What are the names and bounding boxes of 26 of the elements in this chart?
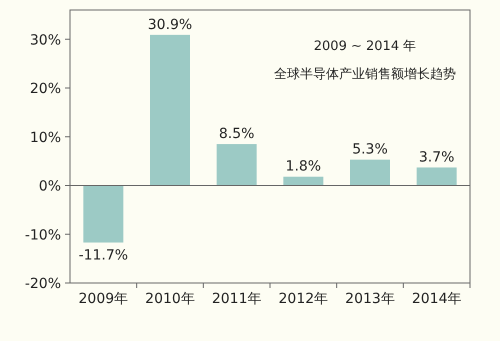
- text: 2009 ~ 2014 年: [314, 39, 416, 54]
- x-tick-label: 2012年: [278, 291, 328, 307]
- x-tick-label: 2011年: [212, 291, 262, 307]
- data-label: 30.9%: [148, 16, 192, 33]
- x-tick-label: 2010年: [145, 291, 195, 307]
- data-label: -11.7%: [78, 248, 128, 264]
- data-label: 5.3%: [352, 142, 388, 158]
- x-tick-label: 2014年: [412, 291, 462, 307]
- bar: [216, 144, 257, 186]
- bar: [283, 176, 324, 186]
- bar: [150, 34, 190, 186]
- bar: [83, 186, 124, 243]
- y-tick-label: 20%: [30, 81, 61, 97]
- x-tick-label: 2009年: [78, 291, 128, 307]
- data-label: 8.5%: [218, 126, 254, 142]
- text: 全球半导体产业销售额增长趋势: [274, 67, 456, 82]
- y-tick-label: 0%: [38, 178, 61, 194]
- data-label: 3.7%: [418, 149, 454, 166]
- bar: [350, 160, 390, 186]
- data-label: 1.8%: [286, 158, 322, 175]
- y-tick-label: 30%: [30, 32, 61, 48]
- y-tick-label: -10%: [24, 227, 61, 244]
- y-tick-label: -20%: [24, 276, 61, 292]
- y-tick-label: 10%: [30, 130, 61, 146]
- bar: [416, 167, 457, 186]
- x-tick-label: 2013年: [345, 291, 395, 307]
